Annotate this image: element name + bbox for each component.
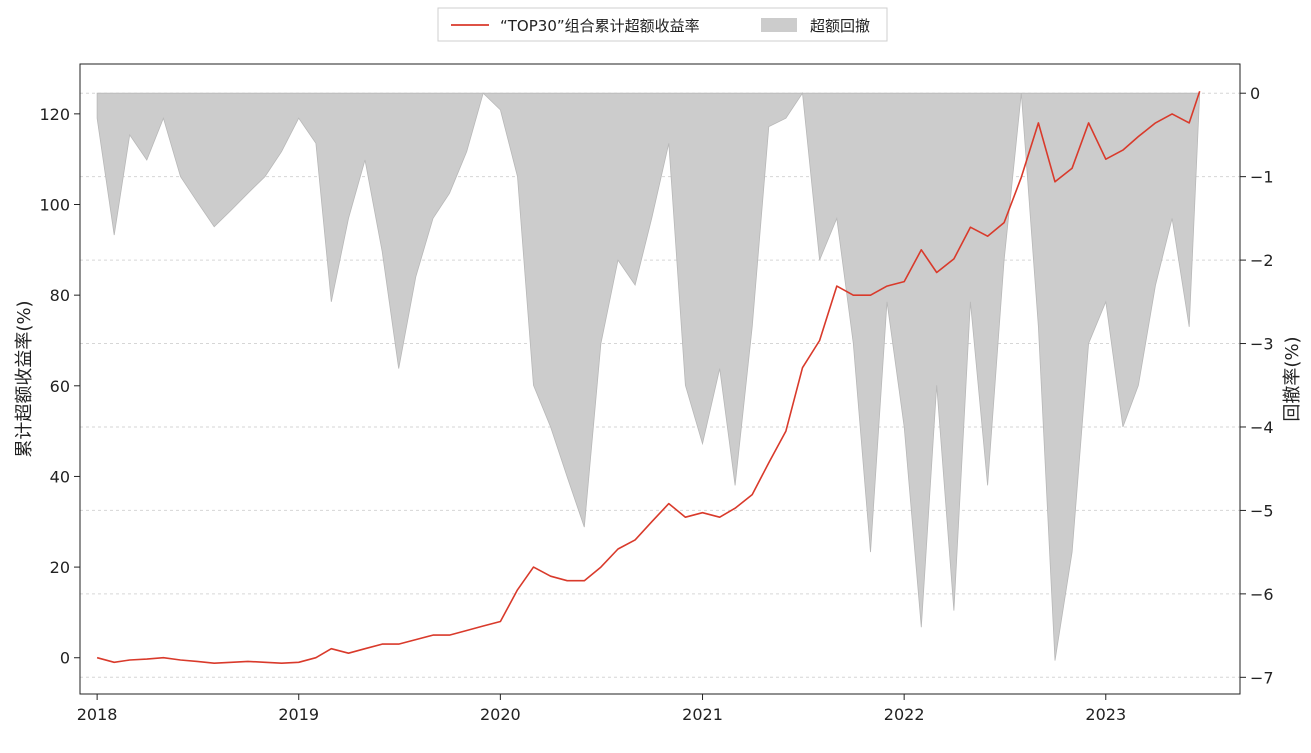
drawdown-area (96, 92, 1201, 661)
y-right-tick-label: −2 (1250, 251, 1274, 270)
x-tick-label: 2019 (278, 705, 319, 724)
legend: “TOP30”组合累计超额收益率 超额回撤 (437, 7, 888, 42)
x-tick-label: 2022 (884, 705, 925, 724)
y-right-tick-label: −3 (1250, 335, 1274, 354)
legend-area-swatch (761, 18, 797, 32)
y-right-axis-title: 回撤率(%) (1282, 336, 1303, 421)
legend-box (437, 7, 888, 42)
legend-label-excess: “TOP30”组合累计超额收益率 (500, 17, 700, 35)
y-left-tick-label: 60 (50, 377, 70, 396)
plot-frame (79, 63, 1241, 695)
y-right-tick-label: −7 (1250, 668, 1274, 687)
y-left-tick-label: 80 (50, 286, 70, 305)
drawdown-area-layer (96, 92, 1201, 661)
excess-line-layer (96, 90, 1201, 665)
y-axis-left: 0 20 40 60 80 100 120 (39, 105, 80, 668)
x-tick-label: 2018 (77, 705, 118, 724)
y-right-tick-label: −4 (1250, 418, 1274, 437)
y-right-tick-label: −5 (1250, 501, 1274, 520)
y-right-tick-label: −1 (1250, 168, 1274, 187)
legend-label-drawdown: 超额回撤 (810, 17, 870, 35)
x-tick-label: 2023 (1085, 705, 1126, 724)
y-left-tick-label: 0 (60, 649, 70, 668)
y-left-tick-label: 100 (39, 196, 70, 215)
y-right-tick-label: 0 (1250, 84, 1260, 103)
x-axis: 2018 2019 2020 2021 2022 2023 (77, 694, 1126, 724)
y-right-tick-label: −6 (1250, 585, 1274, 604)
y-axis-right: 0 −1 −2 −3 −4 −5 −6 −7 (1240, 84, 1274, 687)
excess-return-line (96, 90, 1201, 665)
y-left-tick-label: 40 (50, 467, 70, 486)
x-tick-label: 2020 (480, 705, 521, 724)
y-left-tick-label: 20 (50, 558, 70, 577)
x-tick-label: 2021 (682, 705, 723, 724)
y-left-axis-title: 累计超额收益率(%) (14, 300, 35, 457)
y-left-tick-label: 120 (39, 105, 70, 124)
